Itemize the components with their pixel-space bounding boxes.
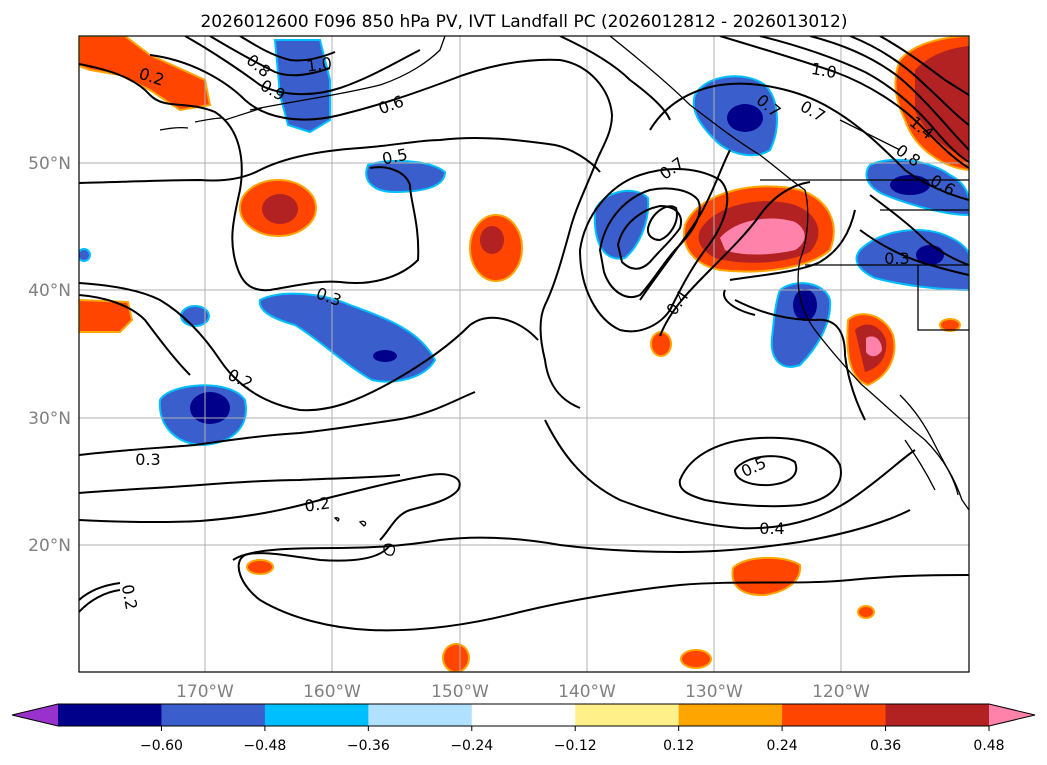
colorbar-tick-label: −0.12 (554, 738, 597, 754)
colorbar-extend-low (12, 704, 58, 726)
figure-title: 2026012600 F096 850 hPa PV, IVT Landfall… (200, 12, 847, 32)
map-background (79, 36, 969, 672)
latitude-labels: 50°N 40°N 30°N 20°N (28, 154, 71, 556)
colorbar: −0.60 −0.48 −0.36 −0.24 −0.12 0.12 0.24 0.36 0.4… (11, 703, 1036, 754)
colorbar-tick-label: 0.24 (767, 738, 798, 754)
contour-label: 0.4 (759, 519, 784, 538)
colorbar-tick-label: 0.36 (870, 738, 901, 754)
colorbar-segment (471, 704, 576, 726)
colorbar-segment (782, 704, 887, 726)
colorbar-segment (58, 704, 162, 726)
lon-label: 160°W (303, 682, 361, 702)
colorbar-tick-label: −0.36 (347, 738, 390, 754)
lat-label: 20°N (28, 536, 71, 556)
lat-label: 40°N (28, 281, 71, 301)
contour-label: 0.5 (380, 145, 409, 169)
gridlines (79, 36, 969, 672)
colorbar-segment (575, 704, 680, 726)
lon-label: 140°W (558, 682, 616, 702)
coastlines (159, 36, 969, 556)
contour-label: 0.2 (303, 493, 331, 515)
lat-label: 50°N (28, 154, 71, 174)
colorbar-segment (885, 704, 990, 726)
colorbar-outline (11, 703, 1036, 727)
colorbar-tick-label: 0.48 (973, 738, 1004, 754)
positive-anomaly-shading (79, 36, 969, 672)
colorbar-segment (368, 704, 473, 726)
colorbar-tick-label: 0.12 (663, 738, 694, 754)
colorbar-tick-label: −0.24 (450, 738, 493, 754)
colorbar-segment (678, 704, 783, 726)
lon-label: 130°W (685, 682, 743, 702)
longitude-labels: 170°W 160°W 150°W 140°W 130°W 120°W (176, 682, 870, 702)
colorbar-segment (161, 704, 266, 726)
lon-label: 170°W (176, 682, 234, 702)
contour-label: 1.0 (305, 53, 333, 75)
colorbar-extend-high (989, 704, 1035, 726)
contour-label: 0.3 (884, 249, 909, 268)
map-panel: 0.2 0.8 0.9 1.0 0.6 0.5 0.3 0.2 0.3 0.2 … (78, 35, 970, 673)
colorbar-tick-label: −0.48 (243, 738, 286, 754)
lon-label: 120°W (812, 682, 870, 702)
map-frame (78, 35, 970, 673)
pv-contours (79, 36, 969, 632)
colorbar-segment (264, 704, 369, 726)
colorbar-tick-label: −0.60 (140, 738, 183, 754)
contour-label: 0.3 (135, 450, 160, 469)
contour-label: 0.2 (118, 583, 141, 611)
lat-label: 30°N (28, 409, 71, 429)
contour-label: 1.0 (810, 59, 838, 82)
lon-label: 150°W (431, 682, 489, 702)
